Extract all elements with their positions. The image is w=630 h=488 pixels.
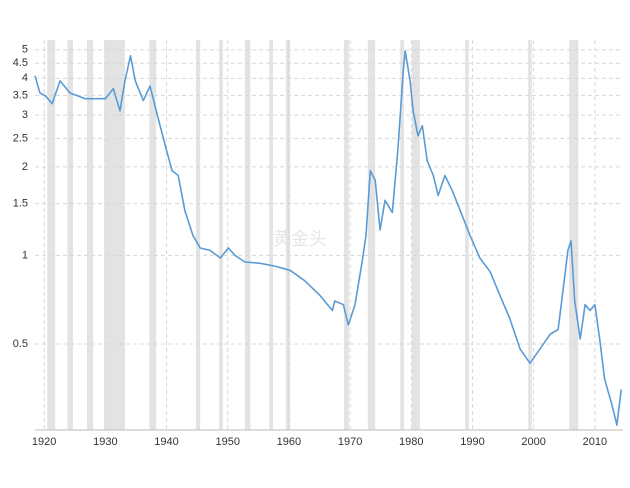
recession-band: [367, 40, 376, 430]
x-tick-label: 1970: [338, 436, 362, 448]
recession-band: [400, 40, 404, 430]
x-tick-label: 1990: [460, 436, 484, 448]
x-tick-label: 1960: [277, 436, 301, 448]
recession-band: [244, 40, 251, 430]
y-tick-label: 1: [22, 249, 28, 261]
x-tick-label: 1950: [215, 436, 239, 448]
recession-band: [411, 40, 420, 430]
recession-band: [569, 40, 579, 430]
y-tick-label: 2: [22, 161, 28, 173]
recession-band: [528, 40, 532, 430]
x-tick-label: 1920: [32, 436, 56, 448]
y-tick-label: 2.5: [13, 132, 28, 144]
y-tick-label: 3: [22, 109, 28, 121]
recession-band: [149, 40, 157, 430]
y-tick-label: 3.5: [13, 89, 28, 101]
recession-band: [195, 40, 201, 430]
recession-band: [343, 40, 349, 430]
y-tick-label: 1.5: [13, 198, 28, 210]
x-tick-label: 1980: [399, 436, 423, 448]
y-tick-label: 0.5: [13, 338, 28, 350]
recession-band: [67, 40, 73, 430]
x-tick-label: 2000: [521, 436, 545, 448]
y-tick-label: 4: [22, 72, 28, 84]
y-tick-label: 4.5: [13, 57, 28, 69]
x-tick-label: 1940: [154, 436, 178, 448]
recession-band: [285, 40, 291, 430]
recession-band: [104, 40, 125, 430]
x-tick-label: 2010: [583, 436, 607, 448]
x-tick-label: 1930: [93, 436, 117, 448]
recession-band: [465, 40, 469, 430]
recession-band: [219, 40, 223, 430]
line: [34, 50, 622, 426]
y-tick-label: 5: [22, 44, 28, 56]
recession-band: [87, 40, 94, 430]
watermark: 黄金头: [273, 229, 327, 249]
recession-band: [47, 40, 56, 430]
recession-band: [269, 40, 274, 430]
